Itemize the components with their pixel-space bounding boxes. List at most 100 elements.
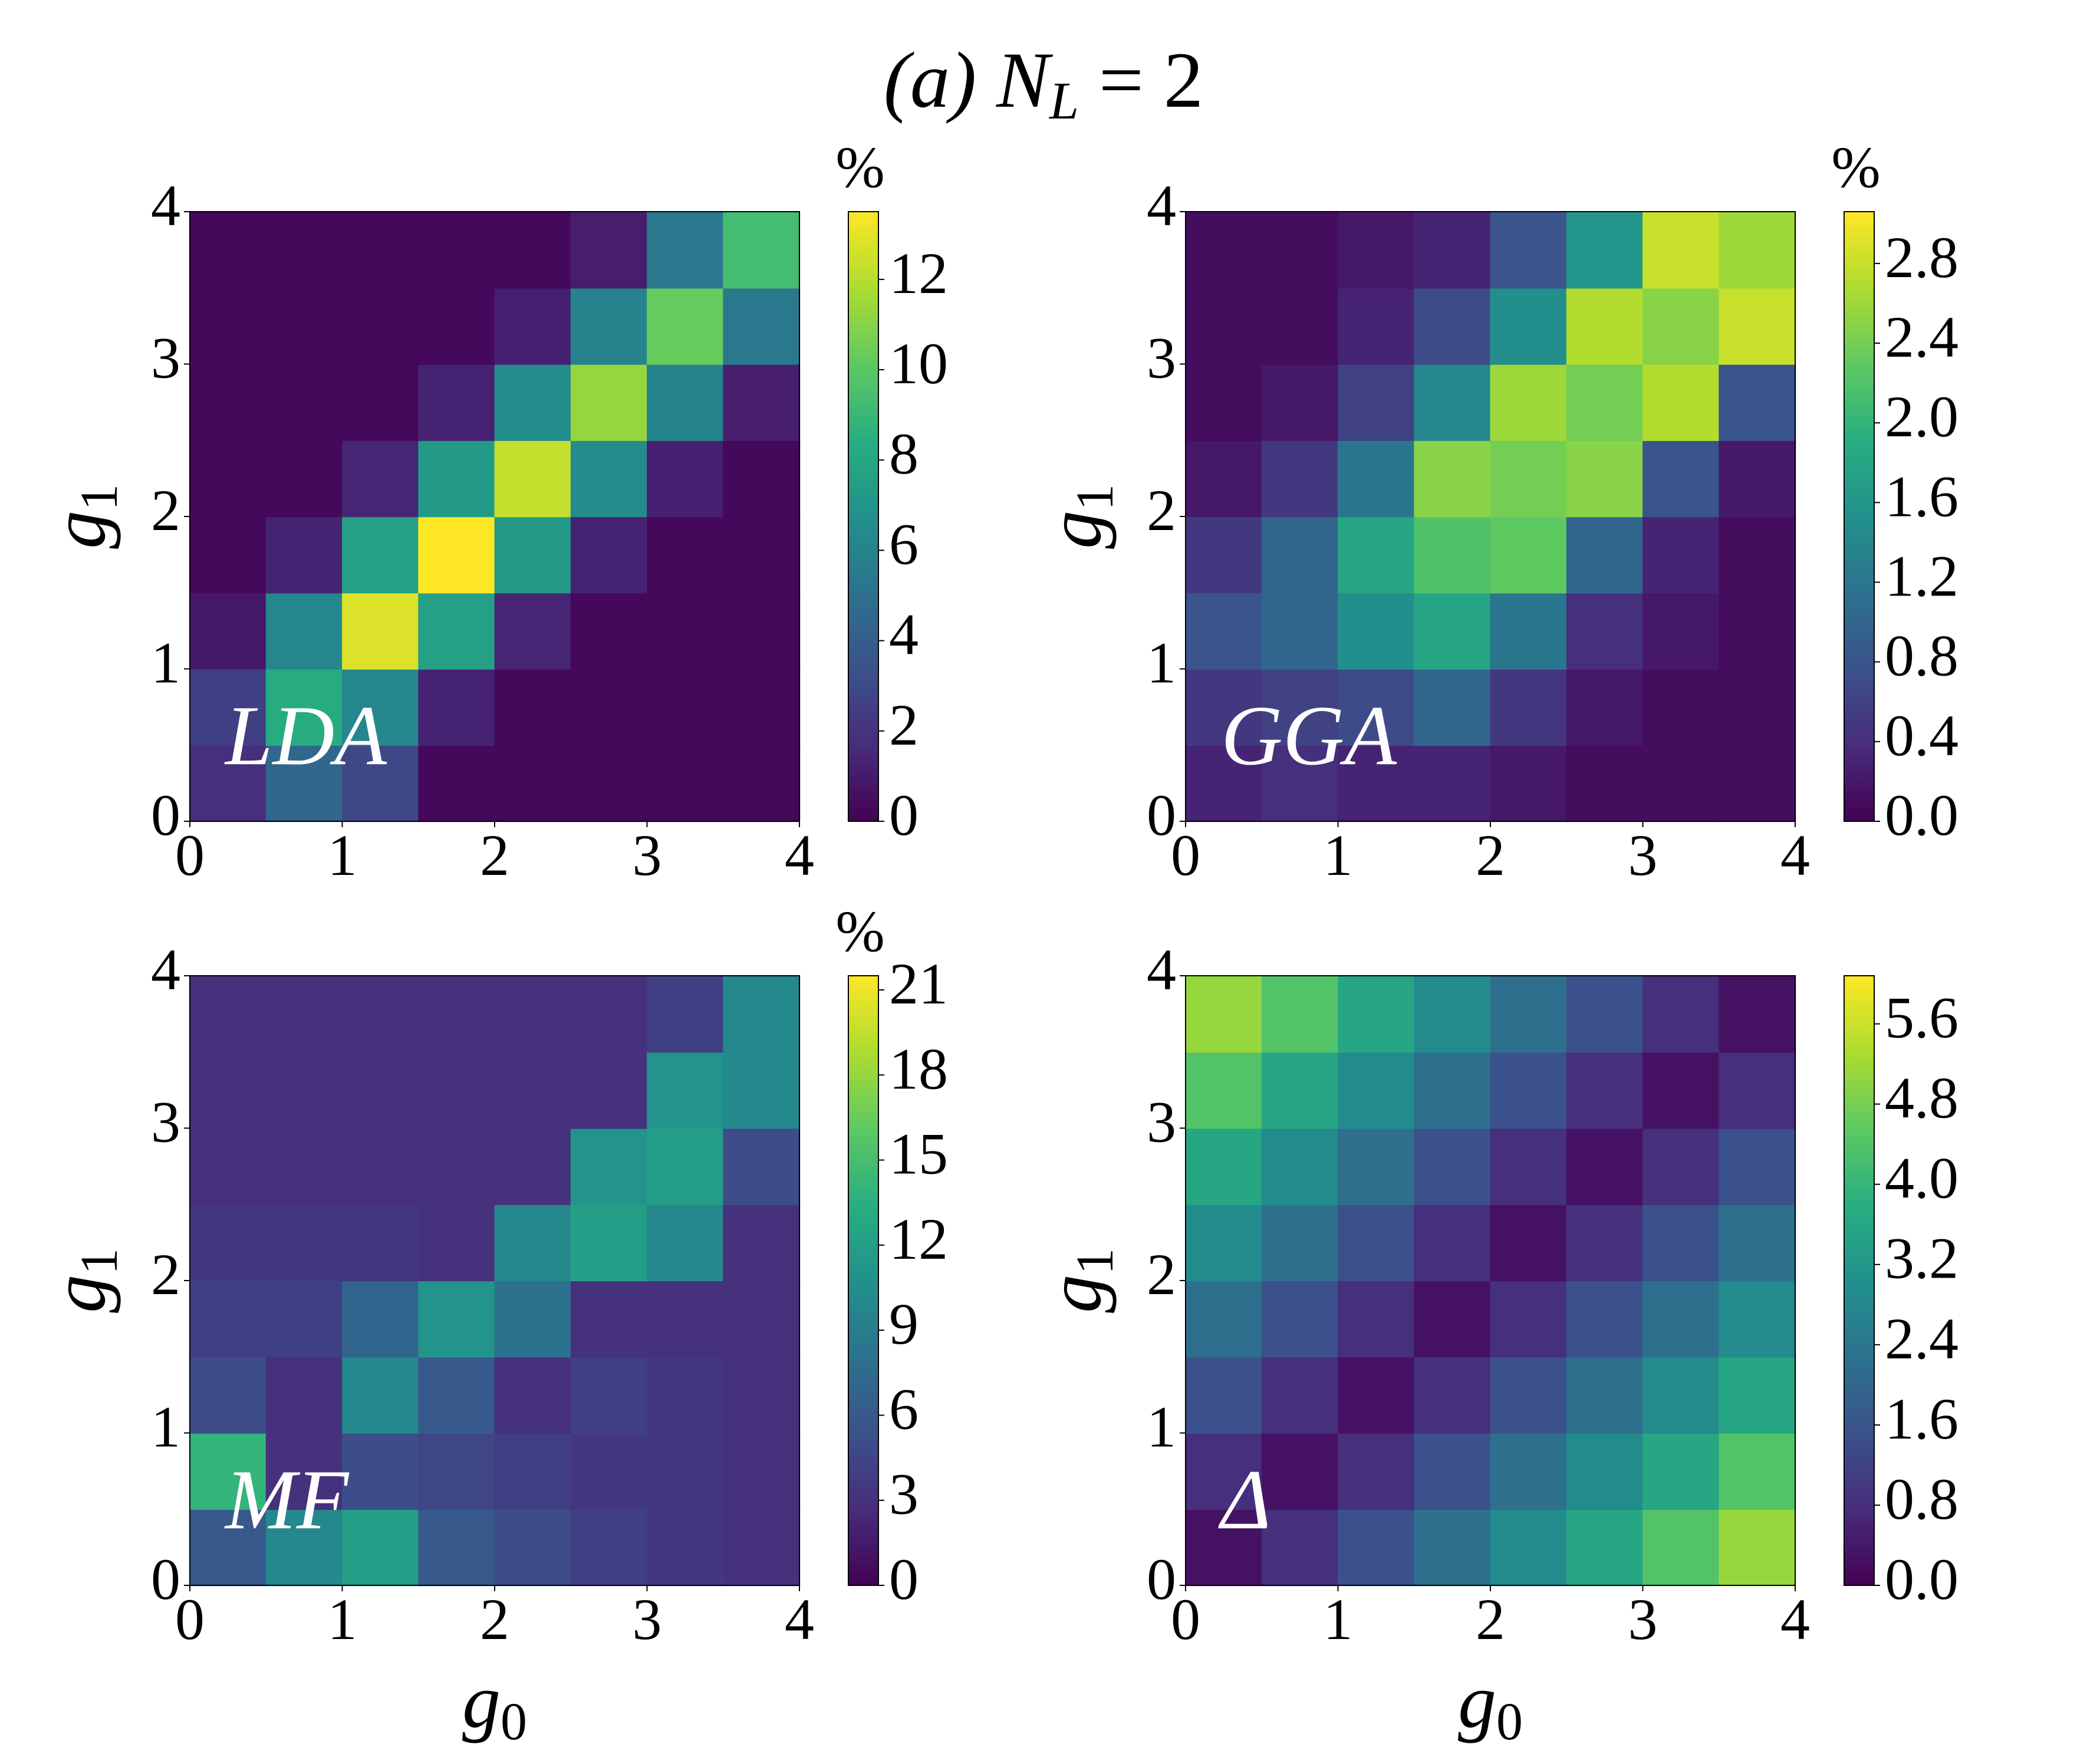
heatmap-cell [1642, 592, 1720, 670]
heatmap-cell [265, 440, 343, 518]
heatmap-cell [723, 1509, 801, 1587]
x-axis-label-sub: 0 [501, 1693, 527, 1751]
heatmap-cell [494, 1128, 572, 1205]
heatmap-cell [1490, 1509, 1568, 1587]
heatmap-cell [1185, 516, 1263, 594]
heatmap-cell [494, 440, 572, 518]
heatmap-cell [1719, 975, 1796, 1053]
x-tick-label: 2 [480, 1587, 509, 1652]
heatmap-cell [570, 1280, 648, 1358]
colorbar-tick-label: 2.4 [1885, 304, 1958, 370]
x-axis-label-base: g [1458, 1659, 1496, 1744]
y-axis-label: g1 [37, 484, 129, 549]
heatmap-cell [418, 1280, 496, 1358]
y-tick-label: 3 [151, 1089, 180, 1154]
heatmap-cell [647, 745, 724, 822]
heatmap-cell [1261, 516, 1339, 594]
heatmap-cell [1642, 1051, 1720, 1129]
heatmap-cell [723, 1204, 801, 1282]
heatmap-cell [570, 440, 648, 518]
heatmap-cell [1490, 1280, 1568, 1358]
heatmap-cell [342, 975, 419, 1053]
heatmap-cell [570, 592, 648, 670]
heatmap-cell [342, 1509, 419, 1587]
y-tick-label: 2 [1147, 478, 1176, 543]
heatmap-cell [494, 745, 572, 822]
heatmap-cell [265, 287, 343, 365]
x-tick-label: 2 [1476, 1587, 1505, 1652]
title-main: (a) N [884, 37, 1054, 124]
y-axis-label-sub: 1 [1066, 484, 1124, 511]
x-tick-label: 1 [328, 822, 357, 888]
heatmap-cell [189, 364, 267, 441]
heatmap-cell [1414, 1433, 1492, 1510]
panel-label: LDA [224, 689, 387, 783]
heatmap-cell [723, 1356, 801, 1434]
heatmap-cell [1719, 1280, 1796, 1358]
heatmap-cell [1414, 745, 1492, 822]
colorbar-tick-label: 12 [889, 241, 948, 306]
heatmap-cell [342, 364, 419, 441]
heatmap-cell [1414, 440, 1492, 518]
heatmap-cell [1642, 516, 1720, 594]
heatmap-cell [723, 669, 801, 746]
heatmap-cell [723, 975, 801, 1053]
heatmap-cell [570, 287, 648, 365]
x-tick-label: 1 [1324, 822, 1353, 888]
heatmap-cell [1642, 1128, 1720, 1205]
heatmap-cell [1642, 669, 1720, 746]
heatmap-cell [1566, 1280, 1644, 1358]
heatmap-cell [1490, 1204, 1568, 1282]
heatmap-cell [1490, 592, 1568, 670]
heatmap-cell [418, 1128, 496, 1205]
heatmap-cell [189, 592, 267, 670]
heatmap-cell [647, 592, 724, 670]
heatmap-cell [723, 440, 801, 518]
y-tick-label: 3 [1147, 1089, 1176, 1154]
heatmap-cell [1719, 1051, 1796, 1129]
heatmap-cell [265, 592, 343, 670]
heatmap-cell [1566, 1204, 1644, 1282]
heatmap-cell [723, 592, 801, 670]
heatmap-cell [1261, 745, 1339, 822]
heatmap-cell [494, 1051, 572, 1129]
heatmap-cell [342, 287, 419, 365]
heatmap-cell [494, 516, 572, 594]
heatmap-cell [265, 364, 343, 441]
heatmap-cell [1261, 1509, 1339, 1587]
heatmap-cell [189, 287, 267, 365]
heatmap-cell [1719, 1204, 1796, 1282]
heatmap-cell [494, 1204, 572, 1282]
heatmap-cell [647, 1280, 724, 1358]
y-tick-label: 3 [1147, 325, 1176, 390]
heatmap-cell [189, 516, 267, 594]
heatmap-cell [647, 1128, 724, 1205]
heatmap-cell [342, 1204, 419, 1282]
heatmap-cell [418, 745, 496, 822]
heatmap-cell [1566, 1509, 1644, 1587]
heatmap-cell [570, 516, 648, 594]
heatmap-cell [265, 669, 343, 746]
heatmap-cell [1490, 516, 1568, 594]
heatmap-cell [418, 1433, 496, 1510]
heatmap-cell [1719, 669, 1796, 746]
colorbar-tick-label: 2.8 [1885, 225, 1958, 290]
heatmap-cell [1642, 745, 1720, 822]
colorbar-tick-label: 2 [889, 692, 919, 758]
heatmap-cell [1261, 287, 1339, 365]
heatmap-cell [647, 1509, 724, 1587]
heatmap-cell [1414, 1204, 1492, 1282]
y-tick-label: 2 [1147, 1242, 1176, 1307]
heatmap-cell [189, 745, 267, 822]
heatmap-cell [265, 1509, 343, 1587]
heatmap-cell [418, 1356, 496, 1434]
x-axis-label-sub: 0 [1496, 1693, 1523, 1751]
y-tick-label: 1 [151, 1394, 180, 1459]
heatmap-cell [1261, 1356, 1339, 1434]
y-axis-label-base: g [1032, 1275, 1117, 1313]
heatmap-cell [189, 669, 267, 746]
heatmap-cell [342, 1280, 419, 1358]
heatmap-cell [1338, 1356, 1415, 1434]
heatmap-cell [1261, 440, 1339, 518]
y-axis-label: g1 [1032, 1248, 1124, 1313]
